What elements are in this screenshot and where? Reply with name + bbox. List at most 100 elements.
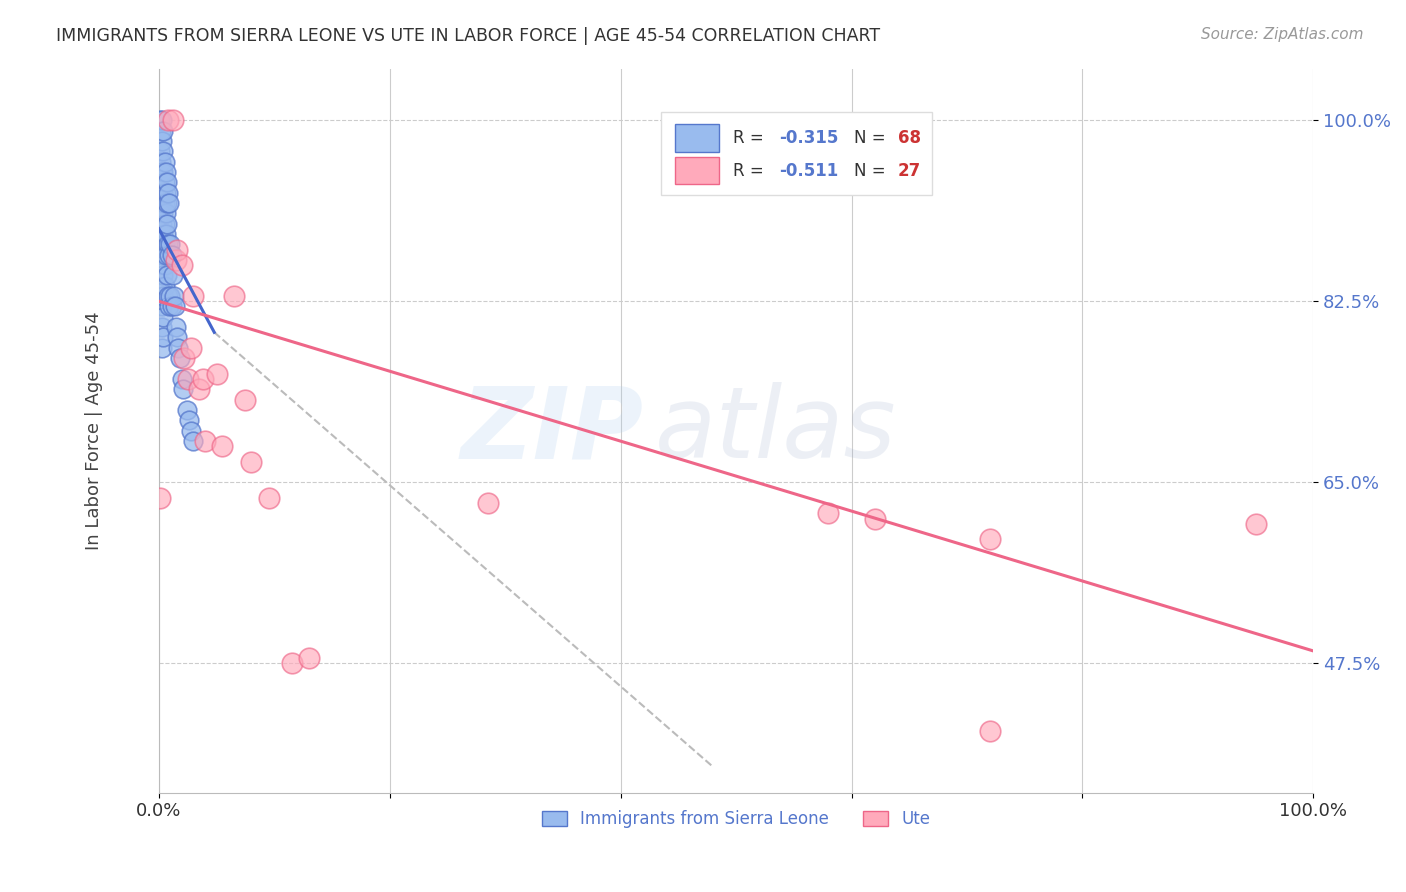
Point [160, 300, 183, 314]
Point [191, 372, 214, 386]
Text: -0.511: -0.511 [779, 161, 838, 179]
Point [222, 289, 245, 303]
Point [153, 154, 176, 169]
Point [156, 175, 179, 189]
Point [173, 351, 195, 366]
Point [162, 268, 184, 283]
Point [149, 491, 172, 505]
Point [170, 258, 193, 272]
Point [155, 165, 177, 179]
Legend: Immigrants from Sierra Leone, Ute: Immigrants from Sierra Leone, Ute [536, 804, 936, 835]
Point [152, 268, 174, 283]
Point [1244, 516, 1267, 531]
Point [156, 196, 179, 211]
Point [153, 278, 176, 293]
Point [159, 289, 181, 303]
Point [150, 165, 173, 179]
Point [149, 145, 172, 159]
Point [152, 330, 174, 344]
Point [152, 123, 174, 137]
Point [157, 289, 180, 303]
Point [157, 113, 180, 128]
Point [150, 341, 173, 355]
Point [211, 439, 233, 453]
Point [165, 252, 187, 267]
Text: N =: N = [853, 129, 890, 147]
Point [166, 243, 188, 257]
Point [152, 145, 174, 159]
Point [157, 196, 180, 211]
FancyBboxPatch shape [661, 112, 932, 195]
Point [153, 258, 176, 272]
Point [153, 217, 176, 231]
Text: Source: ZipAtlas.com: Source: ZipAtlas.com [1201, 27, 1364, 42]
Point [153, 237, 176, 252]
Point [152, 186, 174, 200]
Point [235, 392, 257, 407]
Point [257, 491, 280, 505]
Point [155, 248, 177, 262]
Point [477, 496, 499, 510]
FancyBboxPatch shape [675, 157, 718, 185]
Point [155, 206, 177, 220]
Point [163, 300, 186, 314]
Point [163, 289, 186, 303]
Point [150, 206, 173, 220]
Point [177, 413, 200, 427]
Point [157, 300, 180, 314]
Point [160, 248, 183, 262]
Point [162, 113, 184, 128]
Point [152, 206, 174, 220]
Point [150, 258, 173, 272]
Point [152, 248, 174, 262]
Point [152, 310, 174, 324]
Point [150, 300, 173, 314]
Text: atlas: atlas [655, 382, 897, 479]
Point [298, 651, 321, 665]
Point [153, 175, 176, 189]
Point [166, 330, 188, 344]
Point [157, 186, 180, 200]
Point [152, 289, 174, 303]
Point [150, 154, 173, 169]
Point [183, 289, 205, 303]
FancyBboxPatch shape [675, 124, 718, 152]
Point [172, 382, 194, 396]
Text: R =: R = [733, 129, 769, 147]
Point [150, 278, 173, 293]
Point [155, 186, 177, 200]
Y-axis label: In Labor Force | Age 45-54: In Labor Force | Age 45-54 [86, 311, 103, 549]
Text: 27: 27 [897, 161, 921, 179]
Point [150, 196, 173, 211]
Point [170, 372, 193, 386]
Point [979, 532, 1001, 546]
Point [183, 434, 205, 448]
Point [165, 320, 187, 334]
Point [205, 367, 228, 381]
Point [180, 424, 202, 438]
Text: ZIP: ZIP [461, 382, 644, 479]
Point [188, 382, 211, 396]
Point [159, 237, 181, 252]
Point [150, 237, 173, 252]
Point [177, 372, 200, 386]
Point [156, 268, 179, 283]
Point [152, 227, 174, 241]
Point [150, 123, 173, 137]
Text: N =: N = [853, 161, 890, 179]
Point [157, 248, 180, 262]
Point [150, 320, 173, 334]
Point [150, 134, 173, 148]
Point [979, 723, 1001, 738]
Point [150, 217, 173, 231]
Point [180, 341, 202, 355]
Point [240, 455, 263, 469]
Point [149, 113, 172, 128]
Text: IMMIGRANTS FROM SIERRA LEONE VS UTE IN LABOR FORCE | AGE 45-54 CORRELATION CHART: IMMIGRANTS FROM SIERRA LEONE VS UTE IN L… [56, 27, 880, 45]
Point [194, 434, 217, 448]
Point [280, 657, 302, 671]
Text: 68: 68 [897, 129, 921, 147]
Point [817, 506, 839, 520]
Point [150, 113, 173, 128]
Point [153, 196, 176, 211]
